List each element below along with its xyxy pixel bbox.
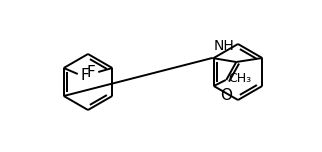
Text: F: F (87, 66, 95, 81)
Text: F: F (81, 67, 90, 83)
Text: NH: NH (214, 39, 235, 53)
Text: CH₃: CH₃ (228, 73, 251, 85)
Text: O: O (220, 88, 232, 103)
